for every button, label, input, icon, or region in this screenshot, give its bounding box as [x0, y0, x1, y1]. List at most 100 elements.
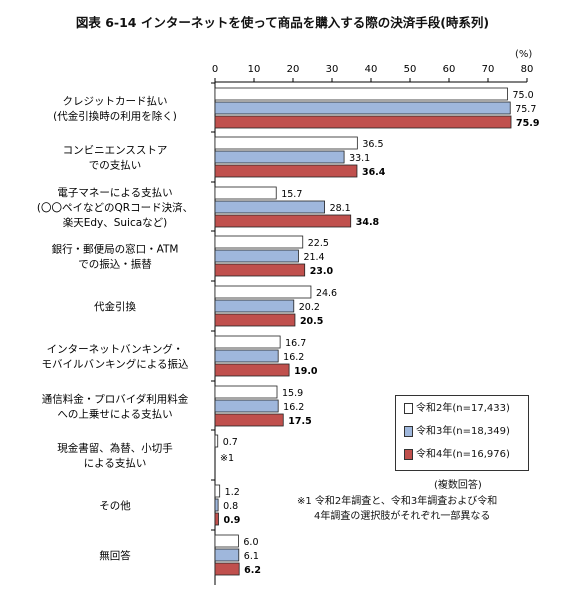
category-label: (代金引換時の利用を除く) — [53, 110, 177, 123]
data-label: 33.1 — [349, 153, 370, 164]
category-label: その他 — [99, 499, 131, 512]
footnote: ※1 令和2年調査と、令和3年調査および令和 4年調査の選択肢がそれぞれ一部異な… — [297, 494, 559, 524]
x-tick-label: 10 — [248, 64, 261, 75]
data-label: 75.7 — [515, 104, 536, 115]
category-label: での支払い — [89, 159, 142, 172]
bar — [214, 413, 284, 427]
x-tick-label: 0 — [212, 64, 218, 75]
data-label: 1.2 — [225, 487, 240, 498]
data-label: 15.9 — [282, 388, 303, 399]
data-label: 0.7 — [223, 437, 238, 448]
bar — [214, 136, 358, 150]
bar — [214, 498, 219, 512]
bar — [214, 363, 290, 377]
data-label: 20.2 — [299, 302, 320, 313]
data-label: 36.5 — [362, 139, 383, 150]
bar — [214, 313, 296, 327]
bar — [214, 534, 239, 548]
data-label: 17.5 — [288, 416, 311, 427]
bar — [214, 200, 325, 214]
bar — [214, 385, 278, 399]
bar — [214, 434, 219, 448]
data-label: 34.8 — [356, 217, 380, 228]
footnote-line: 4年調査の選択肢がそれぞれ一部異なる — [314, 511, 491, 522]
bar — [214, 349, 279, 363]
bar — [214, 214, 352, 228]
data-label: 6.1 — [244, 551, 259, 562]
data-label: 24.6 — [316, 288, 337, 299]
legend-label: 令和3年(n=18,349) — [416, 426, 510, 437]
data-label: 22.5 — [308, 238, 329, 249]
bar — [214, 263, 306, 277]
data-label: 15.7 — [281, 189, 302, 200]
data-label: 75.0 — [513, 90, 534, 101]
bar — [214, 150, 345, 164]
bar — [214, 512, 219, 526]
legend-swatch-icon — [404, 448, 413, 460]
data-label: 20.5 — [300, 316, 323, 327]
bar — [214, 87, 508, 101]
data-label: 16.7 — [285, 338, 306, 349]
category-label: 楽天Edy、Suicaなど) — [63, 216, 168, 229]
legend-swatch-icon — [404, 402, 413, 414]
bar — [214, 249, 299, 263]
bar — [214, 399, 279, 413]
legend: 令和2年(n=17,433) 令和3年(n=18,349) 令和4年(n=16,… — [395, 395, 529, 471]
x-tick-label: 70 — [482, 64, 495, 75]
data-label: 6.2 — [244, 565, 261, 576]
data-label: 16.2 — [283, 402, 304, 413]
bar — [214, 484, 221, 498]
data-label: 16.2 — [283, 352, 304, 363]
footnote-line: ※1 令和2年調査と、令和3年調査および令和 — [297, 496, 498, 507]
data-label: 36.4 — [362, 167, 386, 178]
category-label: 現金書留、為替、小切手 — [57, 442, 173, 455]
bar — [214, 562, 240, 576]
missing-data-note: ※1 — [220, 453, 234, 464]
bar — [214, 299, 295, 313]
data-label: 0.8 — [223, 501, 238, 512]
data-label: 19.0 — [294, 366, 318, 377]
x-tick-label: 20 — [287, 64, 300, 75]
x-tick-label: 50 — [404, 64, 417, 75]
legend-label: 令和2年(n=17,433) — [416, 403, 510, 414]
x-tick-label: 80 — [521, 64, 534, 75]
category-label: 代金引換 — [94, 300, 136, 313]
category-label: 無回答 — [99, 549, 131, 562]
legend-item-r2: 令和2年(n=17,433) — [404, 402, 510, 416]
category-label: による支払い — [84, 457, 147, 470]
category-label: 通信料金・プロバイダ利用料金 — [42, 393, 189, 406]
x-tick-label: 60 — [443, 64, 456, 75]
bar — [214, 285, 312, 299]
bar — [214, 115, 512, 129]
category-label: クレジットカード払い — [63, 95, 168, 108]
x-tick-label: 40 — [365, 64, 378, 75]
data-label: 23.0 — [310, 266, 334, 277]
bar — [214, 335, 281, 349]
category-label: インターネットバンキング・ — [47, 343, 184, 356]
legend-label: 令和4年(n=16,976) — [416, 449, 510, 460]
bar — [214, 101, 511, 115]
data-label: 6.0 — [243, 537, 258, 548]
data-label: 28.1 — [330, 203, 351, 214]
data-label: 21.4 — [303, 252, 324, 263]
category-label: コンビニエンスストア — [63, 145, 168, 157]
category-label: (〇〇ペイなどのQRコード決済、 — [37, 201, 193, 214]
multiple-answer-note: (複数回答) — [434, 480, 482, 491]
x-tick-label: 30 — [326, 64, 339, 75]
chart-title: 図表 6-14 インターネットを使って商品を購入する際の決済手段(時系列) — [75, 15, 490, 30]
category-label: 電子マネーによる支払い — [57, 186, 172, 199]
category-label: での振込・振替 — [78, 258, 152, 271]
legend-item-r4: 令和4年(n=16,976) — [404, 448, 510, 462]
category-label: 銀行・郵便局の窓口・ATM — [52, 243, 179, 256]
bar — [214, 548, 240, 562]
legend-swatch-icon — [404, 425, 413, 437]
category-label: への上乗せによる支払い — [57, 408, 172, 421]
bar — [214, 164, 358, 178]
unit-label: (%) — [515, 49, 533, 60]
data-label: 75.9 — [516, 118, 539, 129]
data-label: 0.9 — [224, 515, 241, 526]
bar — [214, 186, 277, 200]
bar — [214, 235, 304, 249]
category-label: モバイルバンキングによる振込 — [42, 358, 189, 371]
